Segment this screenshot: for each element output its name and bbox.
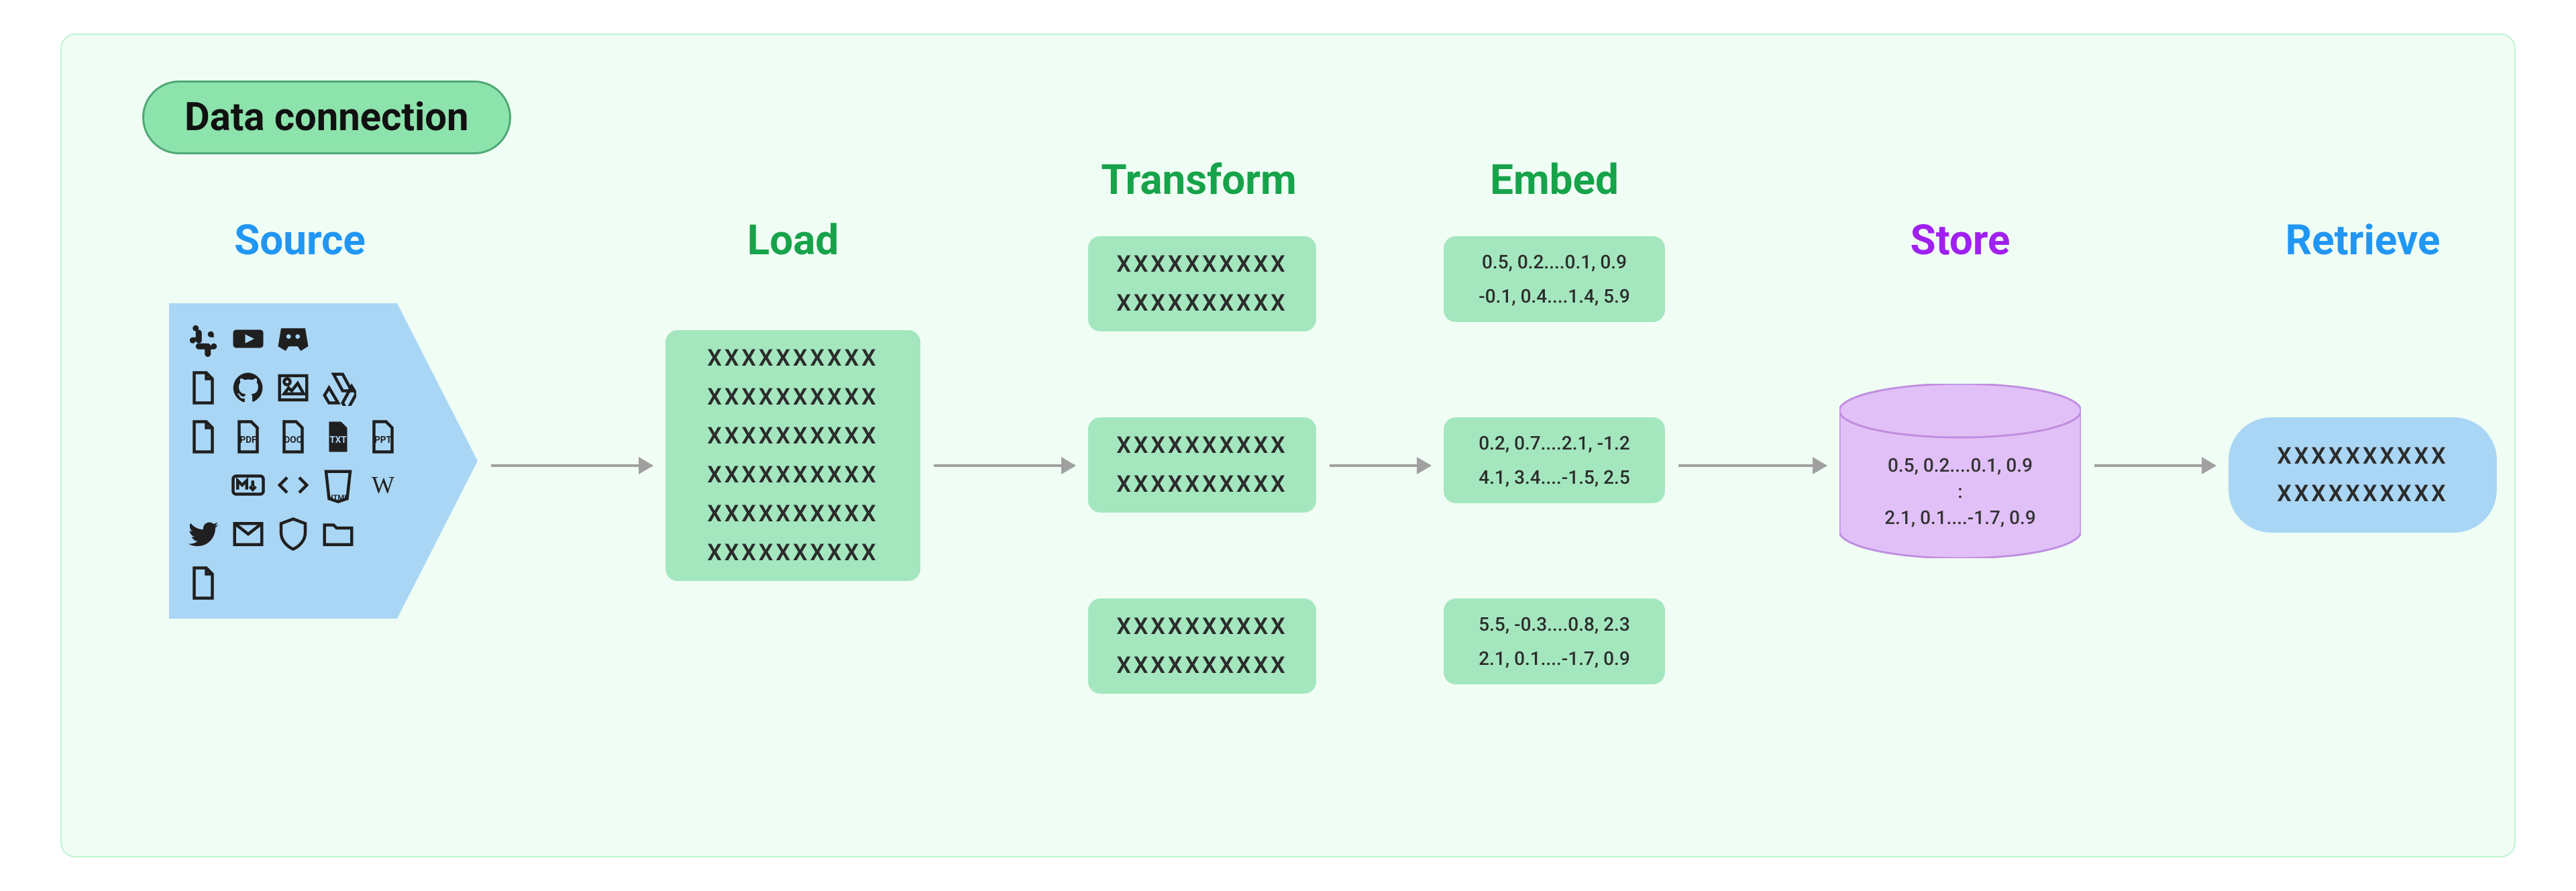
- transform-0-line-1: XXXXXXXXXX: [1116, 290, 1287, 317]
- md-icon: [230, 467, 266, 503]
- transform-1-line-1: XXXXXXXXXX: [1116, 471, 1287, 498]
- stage-title-embed: Embed: [1490, 156, 1619, 205]
- svg-text:PDF: PDF: [239, 435, 256, 446]
- transform-2-line-1: XXXXXXXXXX: [1116, 652, 1287, 679]
- doc-icon: [185, 419, 221, 455]
- arrow-embed-store: [1678, 464, 1826, 467]
- retrieve-line-0: XXXXXXXXXX: [2277, 443, 2448, 470]
- retrieve-line-1: XXXXXXXXXX: [2277, 480, 2448, 507]
- blank-cell: [365, 321, 401, 357]
- store-line-1: :: [1957, 480, 1962, 503]
- github-icon: [230, 370, 266, 406]
- svg-text:TXT: TXT: [330, 435, 347, 446]
- youtube-icon: [230, 321, 266, 357]
- mail-icon: [230, 516, 266, 552]
- code-icon: [275, 467, 311, 503]
- embed-0-line-0: 0.5, 0.2....0.1, 0.9: [1482, 251, 1627, 273]
- diagram-frame: Data connection Source Load Transform Em…: [60, 34, 2516, 857]
- diagram-title-text: Data connection: [184, 95, 469, 140]
- embed-1-line-0: 0.2, 0.7....2.1, -1.2: [1479, 432, 1630, 454]
- transform-0-line-0: XXXXXXXXXX: [1116, 251, 1287, 278]
- folder-icon: [320, 516, 356, 552]
- embed-box-2: 5.5, -0.3....0.8, 2.3 2.1, 0.1....-1.7, 0…: [1444, 598, 1665, 684]
- blank-cell: [365, 370, 401, 406]
- svg-text:PPT: PPT: [375, 435, 392, 446]
- transform-box-2: XXXXXXXXXX XXXXXXXXXX: [1088, 598, 1316, 694]
- embed-1-line-1: 4.1, 3.4....-1.5, 2.5: [1479, 466, 1630, 488]
- stage-title-retrieve: Retrieve: [2286, 216, 2440, 265]
- blank-cell: [365, 565, 401, 601]
- load-line-1: XXXXXXXXXX: [707, 384, 878, 411]
- load-line-3: XXXXXXXXXX: [707, 462, 878, 488]
- arrow-load-transform: [934, 464, 1075, 467]
- svg-text:DOC: DOC: [284, 435, 303, 446]
- store-line-0: 0.5, 0.2....0.1, 0.9: [1888, 454, 2033, 476]
- diagram-title-pill: Data connection: [142, 81, 511, 154]
- load-line-2: XXXXXXXXXX: [707, 423, 878, 450]
- embed-2-line-1: 2.1, 0.1....-1.7, 0.9: [1479, 647, 1630, 670]
- retrieve-box: XXXXXXXXXX XXXXXXXXXX: [2229, 417, 2497, 533]
- source-shape: PDF DOC TXT PPT HTML W: [169, 303, 478, 619]
- stage-title-store: Store: [1911, 216, 2010, 265]
- image-icon: [275, 370, 311, 406]
- doc-icon: [185, 370, 221, 406]
- embed-box-0: 0.5, 0.2....0.1, 0.9 -0.1, 0.4....1.4, 5.…: [1444, 236, 1665, 322]
- embed-0-line-1: -0.1, 0.4....1.4, 5.9: [1479, 285, 1630, 307]
- transform-2-line-0: XXXXXXXXXX: [1116, 613, 1287, 640]
- ppt-icon: PPT: [365, 419, 401, 455]
- embed-box-1: 0.2, 0.7....2.1, -1.2 4.1, 3.4....-1.5, 2…: [1444, 417, 1665, 503]
- transform-box-1: XXXXXXXXXX XXXXXXXXXX: [1088, 417, 1316, 513]
- svg-text:HTML: HTML: [328, 494, 349, 503]
- gdrive-icon: [320, 370, 356, 406]
- source-icon-grid: PDF DOC TXT PPT HTML W: [182, 317, 404, 605]
- load-box: XXXXXXXXXX XXXXXXXXXX XXXXXXXXXX XXXXXXXXXX…: [665, 330, 920, 581]
- shield-icon: [275, 516, 311, 552]
- load-line-0: XXXXXXXXXX: [707, 345, 878, 372]
- store-cylinder-text: 0.5, 0.2....0.1, 0.9 : 2.1, 0.1....-1.7,…: [1839, 424, 2081, 558]
- arrow-source-load: [491, 464, 652, 467]
- docx-icon: DOC: [275, 419, 311, 455]
- load-line-5: XXXXXXXXXX: [707, 539, 878, 566]
- blank-cell: [320, 565, 356, 601]
- blank-cell: [230, 565, 266, 601]
- load-line-4: XXXXXXXXXX: [707, 501, 878, 527]
- blank-cell: [185, 467, 221, 503]
- transform-1-line-0: XXXXXXXXXX: [1116, 432, 1287, 459]
- slack-icon: [185, 321, 221, 357]
- stage-title-transform: Transform: [1101, 156, 1296, 205]
- embed-2-line-0: 5.5, -0.3....0.8, 2.3: [1479, 613, 1630, 635]
- stage-title-source: Source: [234, 216, 366, 265]
- wiki-icon: W: [365, 467, 401, 503]
- doc-icon: [185, 565, 221, 601]
- stage-title-load: Load: [747, 216, 839, 265]
- discord-icon: [275, 321, 311, 357]
- arrow-transform-embed: [1330, 464, 1430, 467]
- blank-cell: [275, 565, 311, 601]
- svg-text:W: W: [372, 472, 394, 499]
- arrow-store-retrieve: [2094, 464, 2215, 467]
- store-cylinder: 0.5, 0.2....0.1, 0.9 : 2.1, 0.1....-1.7,…: [1839, 384, 2081, 558]
- blank-cell: [365, 516, 401, 552]
- txt-icon: TXT: [320, 419, 356, 455]
- blank-cell: [320, 321, 356, 357]
- pdf-icon: PDF: [230, 419, 266, 455]
- store-line-2: 2.1, 0.1....-1.7, 0.9: [1884, 507, 2036, 529]
- html-icon: HTML: [320, 467, 356, 503]
- twitter-icon: [185, 516, 221, 552]
- transform-box-0: XXXXXXXXXX XXXXXXXXXX: [1088, 236, 1316, 331]
